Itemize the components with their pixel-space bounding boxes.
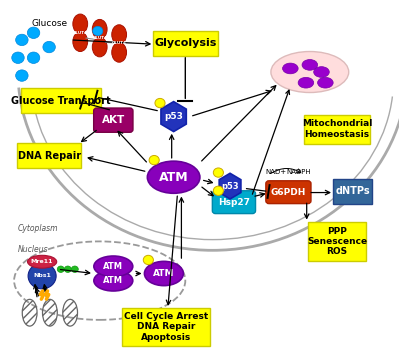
Circle shape [213, 168, 224, 177]
Text: ATM: ATM [159, 171, 188, 184]
Circle shape [28, 263, 56, 289]
Ellipse shape [94, 270, 133, 291]
Circle shape [16, 70, 28, 81]
Text: Cytoplasm: Cytoplasm [18, 224, 58, 233]
Text: Hsp27: Hsp27 [218, 198, 250, 207]
Text: Glucose: Glucose [32, 19, 68, 28]
Circle shape [27, 52, 40, 63]
Text: dNTPs: dNTPs [335, 187, 370, 197]
Text: Nbs1: Nbs1 [33, 274, 51, 279]
Circle shape [43, 41, 55, 53]
Circle shape [71, 266, 78, 272]
Circle shape [12, 52, 24, 63]
Circle shape [16, 34, 28, 45]
Text: p53: p53 [221, 182, 239, 190]
Circle shape [27, 27, 40, 39]
Circle shape [213, 186, 224, 195]
Text: Glucose Transport: Glucose Transport [11, 96, 111, 106]
Text: GLUT4: GLUT4 [73, 31, 88, 35]
Ellipse shape [314, 67, 329, 77]
Text: ATM: ATM [103, 262, 123, 271]
Circle shape [64, 266, 71, 272]
Text: NADPH: NADPH [286, 169, 311, 175]
Ellipse shape [94, 256, 133, 277]
FancyBboxPatch shape [212, 191, 256, 214]
FancyBboxPatch shape [94, 108, 133, 132]
Text: ATM: ATM [103, 276, 123, 285]
Text: NAD+: NAD+ [265, 169, 286, 175]
Text: Mitochondrial
Homeostasis: Mitochondrial Homeostasis [302, 119, 372, 139]
Circle shape [155, 98, 165, 108]
Circle shape [57, 266, 64, 272]
FancyBboxPatch shape [17, 143, 82, 169]
Ellipse shape [92, 19, 107, 39]
Polygon shape [161, 102, 186, 132]
FancyBboxPatch shape [153, 31, 218, 56]
Ellipse shape [147, 161, 200, 193]
Text: Cell Cycle Arrest
DNA Repair
Apoptosis: Cell Cycle Arrest DNA Repair Apoptosis [124, 312, 208, 342]
Circle shape [93, 26, 103, 36]
Ellipse shape [144, 261, 183, 286]
Text: Glycolysis: Glycolysis [154, 39, 216, 48]
Ellipse shape [73, 32, 88, 52]
FancyBboxPatch shape [333, 179, 372, 204]
Polygon shape [219, 173, 241, 199]
Ellipse shape [271, 52, 349, 92]
Ellipse shape [282, 63, 298, 74]
FancyBboxPatch shape [266, 181, 311, 204]
Text: AKT: AKT [102, 115, 125, 125]
Ellipse shape [112, 25, 126, 44]
Text: Nucleus: Nucleus [18, 245, 49, 254]
Ellipse shape [318, 77, 333, 88]
FancyBboxPatch shape [304, 115, 370, 144]
Ellipse shape [302, 59, 318, 70]
Text: G6PDH: G6PDH [271, 188, 306, 197]
Text: p53: p53 [164, 112, 183, 121]
FancyBboxPatch shape [122, 308, 210, 346]
Text: GLUT4: GLUT4 [92, 36, 107, 40]
Circle shape [149, 155, 159, 165]
Ellipse shape [112, 43, 126, 62]
Text: DNA Repair: DNA Repair [18, 151, 81, 161]
Ellipse shape [298, 77, 314, 88]
Text: Mre11: Mre11 [31, 259, 53, 264]
Ellipse shape [28, 255, 57, 268]
Ellipse shape [73, 14, 88, 34]
Ellipse shape [92, 37, 107, 57]
Text: PPP
Senescence
ROS: PPP Senescence ROS [307, 227, 367, 256]
Text: GLUT4: GLUT4 [112, 42, 126, 45]
FancyBboxPatch shape [21, 88, 101, 113]
Circle shape [143, 255, 153, 265]
FancyBboxPatch shape [308, 222, 366, 261]
Text: ATM: ATM [153, 269, 175, 278]
